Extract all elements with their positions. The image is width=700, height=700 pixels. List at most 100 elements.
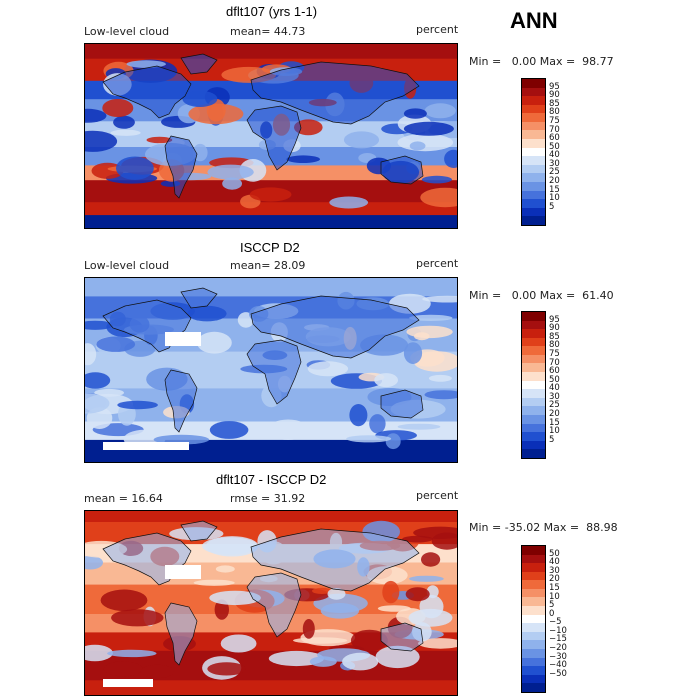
colorbar-swatch [522, 216, 545, 225]
colorbar-swatch [522, 406, 545, 415]
colorbar-tick-label: 20 [549, 574, 560, 585]
colorbar-swatch [522, 173, 545, 182]
panel-3-minmax: Min = -35.02 Max = 88.98 [469, 521, 618, 534]
colorbar-swatch [522, 79, 545, 88]
panel-1-title: dflt107 (yrs 1-1) [226, 4, 318, 19]
colorbar-tick-label: −15 [549, 634, 567, 645]
colorbar-tick-label: 85 [549, 98, 560, 109]
panel-2-units-label: percent [416, 257, 459, 270]
colorbar-tick-label: 40 [549, 557, 560, 568]
colorbar-tick-label: 5 [549, 600, 555, 611]
colorbar-swatch [522, 563, 545, 572]
panel-3-mean-label: mean = 16.64 [84, 492, 163, 505]
colorbar-tick-label: 95 [549, 314, 560, 325]
colorbar-tick-label: 75 [549, 115, 560, 126]
panel-3-units-label: percent [416, 489, 459, 502]
colorbar-tick-label: 50 [549, 141, 560, 152]
colorbar-swatch [522, 156, 545, 165]
colorbar-swatch [522, 623, 545, 632]
colorbar-swatch [522, 554, 545, 564]
colorbar-swatch [522, 96, 545, 105]
colorbar-swatch [522, 372, 545, 381]
colorbar-tick-label: 80 [549, 340, 560, 351]
colorbar-swatch [522, 423, 545, 433]
colorbar-tick-label: 50 [549, 548, 560, 559]
colorbar-swatch [522, 666, 545, 675]
panel-2-left-label: Low-level cloud [84, 259, 170, 272]
colorbar-tick-label: 70 [549, 357, 560, 368]
colorbar-tick-label: 15 [549, 417, 560, 428]
colorbar-tick-label: 90 [549, 323, 560, 334]
colorbar-tick-label: 95 [549, 81, 560, 92]
colorbar-swatch [522, 320, 545, 330]
colorbar-tick-label: 10 [549, 193, 560, 204]
colorbar-swatch [522, 363, 545, 373]
panel-2-mean-label: mean= 28.09 [230, 259, 306, 272]
colorbar-tick-label: −30 [549, 651, 567, 662]
colorbar-swatch [522, 683, 545, 692]
colorbar-swatch [522, 597, 545, 607]
colorbar-tick-label: −5 [549, 617, 562, 628]
colorbar-tick-label: 10 [549, 426, 560, 437]
colorbar-swatch [522, 432, 545, 441]
panel-1-colorbar [521, 78, 546, 226]
panel-3-rmse-label: rmse = 31.92 [230, 492, 306, 505]
colorbar-swatch [522, 181, 545, 191]
colorbar-tick-label: 15 [549, 582, 560, 593]
panel-1-left-label: Low-level cloud [84, 25, 170, 38]
colorbar-tick-label: 85 [549, 331, 560, 342]
colorbar-swatch [522, 414, 545, 424]
panel-2-colorbar-labels: 95 90 85 80 75 70 60 50 40 30 25 20 15 10 5 [549, 311, 589, 457]
panel-2-minmax: Min = 0.00 Max = 61.40 [469, 289, 614, 302]
colorbar-tick-label: −20 [549, 643, 567, 654]
colorbar-swatch [522, 631, 545, 641]
colorbar-swatch [522, 580, 545, 589]
panel-1-units-label: percent [416, 23, 459, 36]
panel-3-map [84, 510, 458, 696]
colorbar-swatch [522, 113, 545, 122]
colorbar-tick-label: 80 [549, 107, 560, 118]
panel-1-minmax: Min = 0.00 Max = 98.77 [469, 55, 614, 68]
colorbar-tick-label: 40 [549, 150, 560, 161]
panel-2-map [84, 277, 458, 463]
colorbar-tick-label: 40 [549, 383, 560, 394]
colorbar-tick-label: 50 [549, 374, 560, 385]
colorbar-tick-label: 20 [549, 176, 560, 187]
colorbar-swatch [522, 87, 545, 97]
colorbar-swatch [522, 164, 545, 174]
panel-1-colorbar-labels: 95 90 85 80 75 70 60 50 40 30 25 20 15 10 5 [549, 78, 589, 224]
colorbar-tick-label: 15 [549, 184, 560, 195]
colorbar-tick-label: 30 [549, 391, 560, 402]
colorbar-swatch [522, 546, 545, 555]
colorbar-tick-label: 90 [549, 90, 560, 101]
panel-3-colorbar [521, 545, 546, 693]
panel-1-mean-label: mean= 44.73 [230, 25, 306, 38]
panel-1-map [84, 43, 458, 229]
colorbar-swatch [522, 657, 545, 667]
colorbar-swatch [522, 139, 545, 148]
panel-3-title: dflt107 - ISCCP D2 [216, 472, 327, 487]
colorbar-tick-label: 5 [549, 201, 555, 212]
panel-3-colorbar-labels: 50 40 30 20 15 10 5 0 −5 −10 −15 −20 −30 −40 −50 [549, 545, 589, 691]
colorbar-tick-label: −50 [549, 668, 567, 679]
colorbar-swatch [522, 329, 545, 338]
colorbar-tick-label: 25 [549, 167, 560, 178]
colorbar-tick-label: 60 [549, 366, 560, 377]
colorbar-tick-label: 70 [549, 124, 560, 135]
colorbar-tick-label: 20 [549, 409, 560, 420]
colorbar-swatch [522, 190, 545, 200]
colorbar-tick-label: 30 [549, 158, 560, 169]
season-label: ANN [510, 8, 558, 33]
colorbar-swatch [522, 199, 545, 208]
colorbar-swatch [522, 614, 545, 624]
colorbar-swatch [522, 640, 545, 649]
colorbar-tick-label: 25 [549, 400, 560, 411]
colorbar-swatch [522, 121, 545, 131]
colorbar-swatch [522, 397, 545, 407]
colorbar-swatch [522, 130, 545, 140]
colorbar-tick-label: 5 [549, 434, 555, 445]
colorbar-swatch [522, 104, 545, 114]
colorbar-tick-label: 60 [549, 133, 560, 144]
colorbar-swatch [522, 606, 545, 615]
colorbar-swatch [522, 588, 545, 598]
